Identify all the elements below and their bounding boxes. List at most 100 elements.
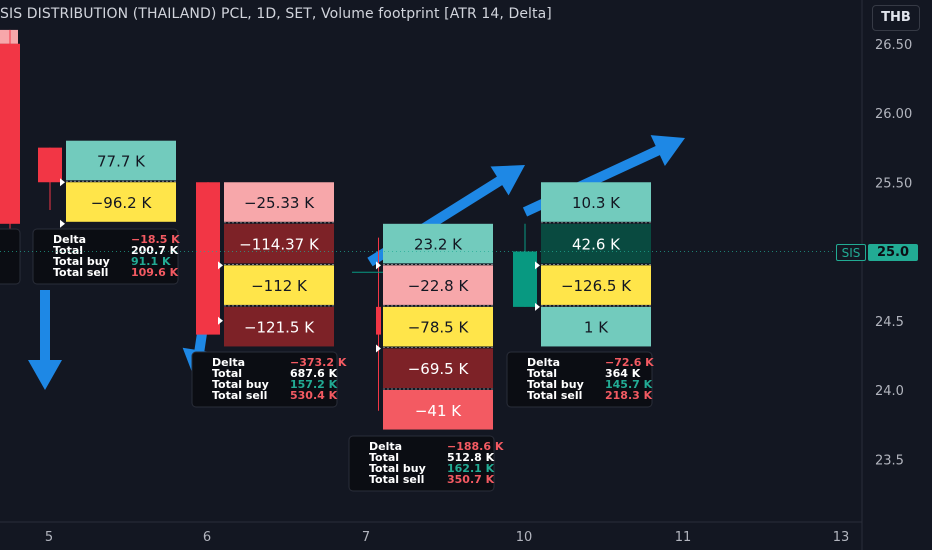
chart-title: SIS DISTRIBUTION (THAILAND) PCL, 1D, SET… bbox=[0, 6, 552, 22]
summary-box: Delta −373.2 K Total 687.6 K Total buy 157.2 … bbox=[191, 351, 347, 408]
footprint-cell-label: −121.5 K bbox=[244, 319, 315, 337]
summary-label: Total buy bbox=[369, 462, 426, 475]
summary-value: 512.8 K bbox=[447, 451, 495, 464]
summary-value: 162.1 K bbox=[447, 462, 495, 475]
summary-box: Delta −72.6 K Total 364 K Total buy 145.7 K To… bbox=[506, 351, 654, 408]
summary-value: 109.6 K bbox=[131, 266, 179, 279]
footprint-cell-label: −22.8 K bbox=[408, 277, 470, 295]
footprint-cell-label: −25.33 K bbox=[244, 194, 315, 212]
footprint-cell-label: −69.5 K bbox=[408, 360, 470, 378]
footprint-cell bbox=[383, 223, 493, 264]
summary-value: 364 K bbox=[605, 367, 641, 380]
summary-label: Delta bbox=[212, 356, 245, 369]
level-marker bbox=[60, 219, 65, 228]
footprint-cell-label: −96.2 K bbox=[91, 194, 153, 212]
summary-label: Delta bbox=[527, 356, 560, 369]
summary-label: Total sell bbox=[53, 266, 108, 279]
footprint-cell bbox=[541, 182, 651, 222]
summary-label: Total sell bbox=[212, 389, 267, 402]
footprint-cell bbox=[224, 306, 334, 347]
footprint-cell bbox=[541, 306, 651, 347]
currency-button[interactable]: THB bbox=[872, 5, 920, 31]
summary-label: Total buy bbox=[53, 255, 110, 268]
summary-label: Total bbox=[53, 244, 83, 257]
footprint-cell-label: 42.6 K bbox=[572, 236, 621, 254]
footprint-cell bbox=[0, 29, 18, 44]
footprint-cell-label: 77.7 K bbox=[97, 152, 146, 170]
level-marker bbox=[218, 316, 223, 325]
summary-label: Total sell bbox=[369, 473, 424, 486]
summary-box-background bbox=[0, 228, 21, 285]
summary-value: 91.1 K bbox=[131, 255, 171, 268]
footprint-cell bbox=[224, 223, 334, 264]
level-marker bbox=[218, 261, 223, 270]
summary-label: Total bbox=[527, 367, 557, 380]
x-tick-label: 13 bbox=[833, 530, 850, 545]
y-tick-label: 24.0 bbox=[875, 384, 904, 399]
level-marker bbox=[376, 261, 381, 270]
summary-value: −188.6 K bbox=[447, 440, 504, 453]
summary-value: 530.4 K bbox=[290, 389, 338, 402]
y-tick-label: 26.00 bbox=[875, 107, 912, 122]
candle-body bbox=[376, 306, 381, 335]
x-tick-label: 5 bbox=[45, 530, 53, 545]
candle-body bbox=[0, 43, 20, 224]
summary-label: Total bbox=[369, 451, 399, 464]
footprint-cell bbox=[541, 223, 651, 264]
footprint-cell-label: −41 K bbox=[415, 402, 462, 420]
summary-box-background bbox=[348, 435, 495, 492]
symbol-tag: SIS bbox=[836, 244, 866, 261]
y-tick-label: 26.50 bbox=[875, 38, 912, 53]
x-tick-label: 7 bbox=[362, 530, 370, 545]
footprint-cell bbox=[66, 182, 176, 222]
summary-box-background bbox=[506, 351, 653, 408]
footprint-cell-label: 10.3 K bbox=[572, 194, 621, 212]
y-tick-label: 24.5 bbox=[875, 315, 904, 330]
footprint-cell bbox=[224, 265, 334, 305]
summary-value: −373.2 K bbox=[290, 356, 347, 369]
last-price-tag: 25.0 bbox=[868, 244, 918, 261]
summary-value: −18.5 K bbox=[131, 233, 180, 246]
x-tick-label: 10 bbox=[516, 530, 533, 545]
summary-value: −72.6 K bbox=[605, 356, 654, 369]
candle-body bbox=[38, 147, 62, 183]
y-tick-label: 25.50 bbox=[875, 176, 912, 191]
footprint-cell-label: 23.2 K bbox=[414, 236, 463, 254]
footprint-cell bbox=[383, 306, 493, 347]
candle-body bbox=[513, 251, 537, 307]
trend-arrow-down bbox=[28, 290, 62, 390]
footprint-cell-label: −78.5 K bbox=[408, 319, 470, 337]
summary-label: Total buy bbox=[212, 378, 269, 391]
summary-value: 157.2 K bbox=[290, 378, 338, 391]
summary-value: 350.7 K bbox=[447, 473, 495, 486]
footprint-cell bbox=[224, 182, 334, 222]
summary-value: 218.3 K bbox=[605, 389, 653, 402]
footprint-cell-label: −114.37 K bbox=[239, 236, 320, 254]
summary-box: Delta −188.6 K Total 512.8 K Total buy 162.1 … bbox=[348, 435, 504, 492]
footprint-cell bbox=[383, 390, 493, 430]
summary-label: Total bbox=[212, 367, 242, 380]
y-tick-label: 23.5 bbox=[875, 453, 904, 468]
x-tick-label: 6 bbox=[203, 530, 211, 545]
footprint-cell bbox=[541, 265, 651, 305]
footprint-cell bbox=[66, 140, 176, 181]
candle-body bbox=[196, 182, 220, 335]
level-marker bbox=[535, 261, 540, 270]
summary-label: Delta bbox=[369, 440, 402, 453]
summary-value: 687.6 K bbox=[290, 367, 338, 380]
level-marker bbox=[535, 302, 540, 311]
summary-box-background bbox=[32, 228, 179, 285]
summary-box: Delta −18.5 K Total 200.7 K Total buy 91.1 K T… bbox=[32, 228, 180, 285]
footprint-cell-label: −112 K bbox=[251, 277, 308, 295]
summary-box-background bbox=[191, 351, 338, 408]
footprint-cell-label: −126.5 K bbox=[561, 277, 632, 295]
summary-label: Delta bbox=[53, 233, 86, 246]
summary-value: 145.7 K bbox=[605, 378, 653, 391]
level-marker bbox=[60, 178, 65, 187]
summary-label: Total buy bbox=[527, 378, 584, 391]
summary-label: Total sell bbox=[527, 389, 582, 402]
footprint-cell-label: 1 K bbox=[584, 319, 609, 337]
footprint-cell bbox=[383, 348, 493, 388]
level-marker bbox=[376, 344, 381, 353]
